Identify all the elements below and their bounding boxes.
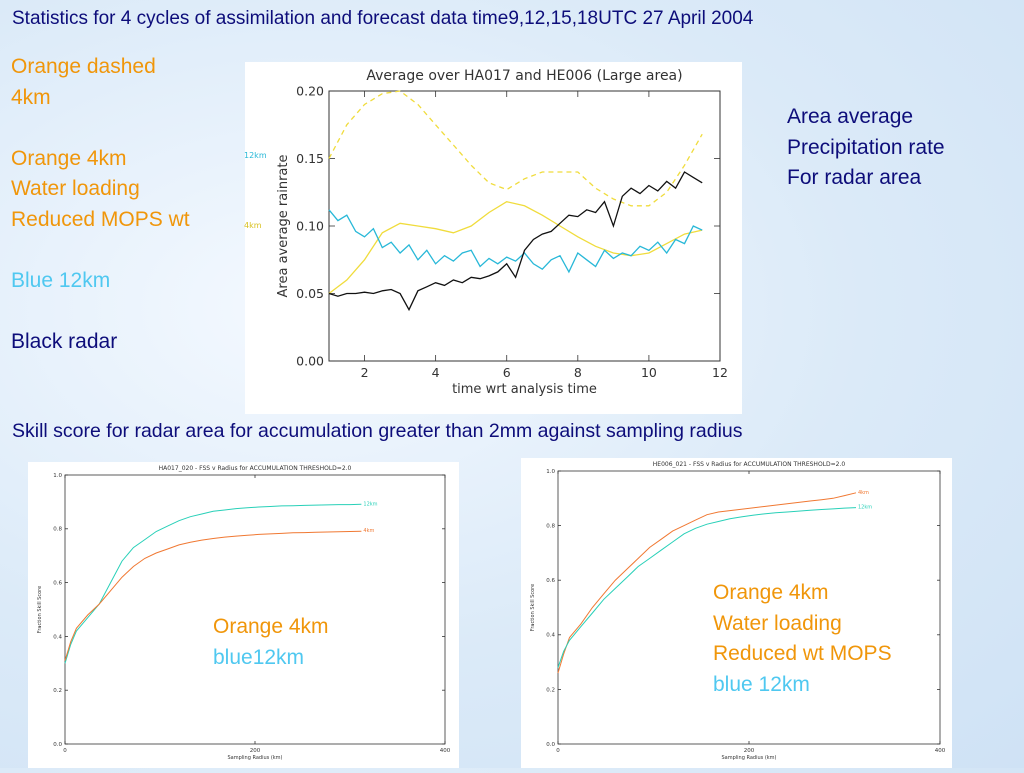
x-axis-label: Sampling Radius (km) [721, 755, 776, 761]
note-bl-blue-12km: blue12km [213, 645, 305, 669]
plot-frame [328, 90, 721, 362]
x-tick-label: 400 [935, 748, 946, 754]
x-axis-label: time wrt analysis time [452, 382, 597, 397]
series-label-4km: 4km [363, 528, 374, 534]
y-tick-label: 0.15 [296, 151, 324, 166]
x-tick-label: 2 [361, 365, 369, 380]
chart-title: HE006_021 - FSS v Radius for ACCUMULATIO… [653, 461, 846, 468]
x-tick-label: 4 [432, 365, 440, 380]
y-tick-label: 0.8 [546, 524, 555, 530]
skill-score-subtitle: Skill score for radar area for accumulat… [12, 420, 743, 442]
x-axis-label: Sampling Radius (km) [227, 755, 282, 761]
y-tick-label: 0.2 [53, 688, 62, 694]
x-tick-label: 200 [250, 748, 261, 754]
y-tick-label: 0.0 [546, 742, 555, 748]
plot-frame [64, 474, 446, 745]
series-line-1 [557, 507, 857, 668]
series-line-0 [328, 90, 703, 207]
y-tick-label: 0.8 [53, 527, 62, 533]
rainrate-chart-panel: Average over HA017 and HE006 (Large area… [245, 62, 742, 414]
y-tick-label: 0.6 [53, 581, 62, 587]
note-br-water-loading: Water loading [713, 611, 842, 635]
y-tick-label: 0.05 [296, 286, 324, 301]
note-blue-12km: Blue 12km [11, 268, 111, 292]
note-br-blue-12km: blue 12km [713, 672, 810, 696]
note-orange-4km: Orange 4km [11, 146, 127, 170]
fss-chart-right-panel: HE006_021 - FSS v Radius for ACCUMULATIO… [521, 458, 952, 768]
fss-chart-right: HE006_021 - FSS v Radius for ACCUMULATIO… [530, 461, 946, 761]
fss-chart-left: HA017_020 - FSS v Radius for ACCUMULATIO… [37, 465, 451, 761]
series-line-0 [557, 492, 857, 674]
series-line-1 [328, 201, 703, 295]
y-tick-label: 1.0 [53, 473, 62, 479]
note-black-radar: Black radar [11, 329, 118, 353]
y-tick-label: 0.0 [53, 742, 62, 748]
x-tick-label: 200 [744, 748, 755, 754]
y-tick-label: 0.10 [296, 218, 324, 233]
x-tick-label: 400 [440, 748, 451, 754]
fss-chart-left-panel: HA017_020 - FSS v Radius for ACCUMULATIO… [28, 462, 459, 768]
y-tick-label: 1.0 [546, 469, 555, 475]
x-tick-label: 0 [556, 748, 560, 754]
note-br-reduced-mops: Reduced wt MOPS [713, 642, 892, 665]
side-label-4km: 4km [244, 221, 262, 230]
x-tick-label: 0 [63, 748, 67, 754]
series-line-3 [328, 171, 703, 312]
series-line-2 [328, 209, 703, 274]
y-tick-label: 0.4 [53, 634, 62, 640]
series-line-0 [64, 503, 362, 664]
series-label-12km: 12km [858, 505, 872, 511]
x-tick-label: 6 [503, 365, 511, 380]
slide-title: Statistics for 4 cycles of assimilation … [12, 8, 754, 29]
y-tick-label: 0.2 [546, 687, 555, 693]
y-axis-label: Fraction Skill Score [530, 584, 536, 631]
chart-title: HA017_020 - FSS v Radius for ACCUMULATIO… [159, 465, 352, 472]
x-tick-label: 8 [574, 365, 582, 380]
rainrate-chart: Average over HA017 and HE006 (Large area… [276, 68, 728, 397]
y-axis-label: Fraction Skill Score [37, 586, 43, 633]
y-tick-label: 0.00 [296, 353, 324, 368]
side-label-12km: 12km [244, 151, 267, 160]
x-tick-label: 12 [712, 365, 728, 380]
series-label-4km: 4km [858, 490, 869, 496]
note-precipitation-rate: Precipitation rate [787, 135, 945, 159]
y-axis-label: Area average rainrate [276, 155, 291, 298]
note-for-radar-area: For radar area [787, 166, 922, 189]
y-tick-label: 0.4 [546, 633, 555, 639]
note-4km: 4km [11, 85, 51, 109]
bottom-right-notes: Orange 4km Water loading Reduced wt MOPS… [713, 578, 892, 700]
series-line-1 [64, 530, 362, 661]
x-tick-label: 10 [641, 365, 657, 380]
note-water-loading: Water loading [11, 177, 140, 200]
note-br-orange-4km: Orange 4km [713, 581, 829, 604]
note-reduced-mops: Reduced MOPS wt [11, 207, 190, 231]
y-tick-label: 0.6 [546, 578, 555, 584]
note-orange-dashed: Orange dashed [11, 55, 156, 78]
right-notes: Area average Precipitation rate For rada… [787, 102, 945, 194]
note-bl-orange-4km: Orange 4km [213, 615, 329, 638]
chart-title: Average over HA017 and HE006 (Large area… [366, 68, 682, 84]
note-area-average: Area average [787, 105, 914, 128]
series-label-12km: 12km [363, 501, 377, 507]
bottom-left-notes: Orange 4km blue12km [213, 612, 329, 673]
left-notes: Orange dashed 4km Orange 4km Water loadi… [11, 52, 190, 357]
y-tick-label: 0.20 [296, 83, 324, 98]
